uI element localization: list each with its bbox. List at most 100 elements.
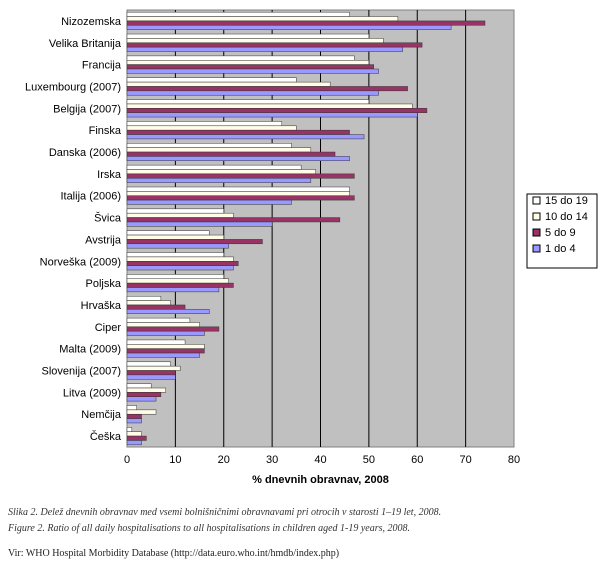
bar [126, 195, 355, 201]
category-label: Danska (2006) [49, 147, 121, 159]
bar [126, 147, 312, 153]
legend-swatch [532, 228, 541, 237]
bar [126, 208, 224, 214]
bar [126, 282, 234, 288]
bar [126, 108, 428, 113]
bar [126, 129, 350, 135]
category-label: Finska [89, 125, 122, 137]
category-label: Litva (2009) [63, 387, 121, 399]
category-label: Poljska [86, 278, 122, 290]
legend-label: 1 do 4 [545, 243, 576, 255]
bar [126, 339, 186, 345]
bar [126, 418, 142, 424]
bar [126, 287, 220, 293]
category-label: Belgija (2007) [53, 103, 121, 115]
bar [126, 256, 234, 262]
category-label: Češka [90, 430, 122, 443]
bar [126, 121, 283, 127]
category-labels: Nizozemska Velika Britanija Francija Luxemb… [25, 16, 122, 443]
legend-label: 5 do 9 [545, 227, 576, 239]
bar [126, 25, 452, 30]
x-tick-label: 50 [363, 454, 375, 466]
bar [126, 177, 312, 183]
bar [126, 440, 142, 446]
bar [126, 186, 350, 192]
bar [126, 77, 297, 83]
x-axis-title: % dnevnih obravnav, 2008 [252, 474, 389, 486]
bar [126, 143, 292, 148]
bar [126, 164, 302, 170]
bar [126, 86, 408, 92]
bar [126, 435, 147, 441]
bar [126, 278, 229, 284]
bar [126, 370, 176, 376]
bar [126, 68, 379, 74]
bar [126, 46, 403, 52]
bar [126, 99, 370, 105]
x-tick-label: 40 [314, 454, 326, 466]
category-label: Velika Britanija [49, 38, 122, 50]
category-label: Italija (2006) [60, 191, 121, 203]
bar [126, 151, 336, 157]
bar [126, 344, 205, 349]
bar [126, 239, 263, 245]
bar [126, 191, 350, 196]
bar [126, 348, 205, 354]
bar [126, 300, 171, 306]
category-label: Slovenija (2007) [42, 366, 122, 378]
bar [126, 38, 384, 44]
x-tick-label: 70 [460, 454, 472, 466]
bar [126, 396, 157, 402]
legend: 15 do 19 10 do 14 5 do 9 1 do 4 [526, 193, 598, 269]
caption-english: Figure 2. Ratio of all daily hospitalisa… [8, 523, 411, 534]
category-label: Hrvaška [81, 300, 122, 312]
bar [126, 317, 191, 323]
bar [126, 64, 374, 70]
x-tick-label: 0 [124, 454, 130, 466]
category-label: Nemčija [81, 409, 122, 421]
bar [126, 16, 399, 22]
bar [126, 330, 205, 336]
source-note: Vir: WHO Hospital Morbidity Database (ht… [8, 548, 340, 559]
category-label: Francija [82, 60, 122, 72]
bar [126, 383, 152, 389]
bar [126, 230, 210, 236]
bar [126, 60, 370, 65]
bar [126, 326, 220, 332]
category-label: Malta (2009) [59, 344, 121, 356]
legend-swatch [532, 212, 541, 221]
bar [126, 322, 200, 328]
bar [126, 11, 350, 17]
category-label: Luxembourg (2007) [25, 81, 121, 93]
x-tick-label: 10 [169, 454, 181, 466]
bar [126, 33, 370, 39]
bar [126, 103, 413, 109]
bar [126, 352, 200, 358]
bar [126, 409, 157, 415]
category-label: Švica [94, 212, 122, 225]
bar [126, 199, 292, 205]
bar [126, 252, 224, 258]
x-tick-label: 60 [411, 454, 423, 466]
x-tick-label: 80 [508, 454, 520, 466]
category-label: Irska [97, 169, 122, 181]
caption-slovene: Slika 2. Delež dnevnih obravnav med vsem… [8, 507, 442, 518]
bars [126, 11, 486, 446]
bar [126, 387, 166, 393]
bar [126, 265, 234, 271]
bar [126, 217, 341, 223]
bar [126, 295, 162, 301]
x-tick-labels: 0 10 20 30 40 50 60 70 80 [124, 454, 520, 466]
category-label: Nizozemska [61, 16, 122, 28]
bar [126, 413, 142, 419]
bar [126, 81, 331, 87]
bar [126, 125, 297, 131]
bar [126, 431, 142, 437]
bar [126, 221, 273, 227]
bar [126, 427, 133, 432]
bar [126, 405, 137, 411]
bar [126, 361, 171, 367]
category-label: Ciper [95, 322, 122, 334]
bar [126, 274, 224, 280]
bar [126, 55, 355, 61]
